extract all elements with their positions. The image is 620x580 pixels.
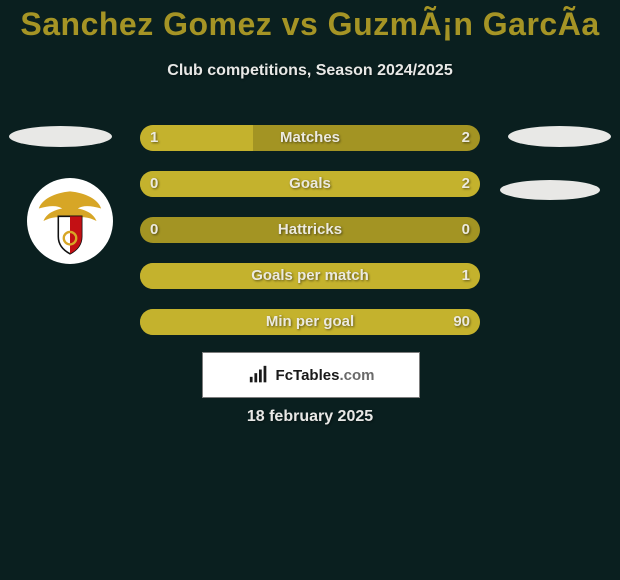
stat-row: 12Matches [140, 125, 480, 151]
stat-value-left: 0 [150, 217, 158, 243]
stat-label: Hattricks [140, 217, 480, 243]
stat-fill-right [140, 263, 480, 289]
page-subtitle: Club competitions, Season 2024/2025 [0, 62, 620, 80]
stats-bars: 12Matches02Goals00Hattricks1Goals per ma… [140, 125, 480, 355]
stat-value-right: 90 [453, 309, 470, 335]
club-crest-icon [31, 182, 109, 260]
stat-row: 90Min per goal [140, 309, 480, 335]
logo-text: FcTables.com [276, 367, 375, 384]
stat-value-right: 2 [462, 125, 470, 151]
date-label: 18 february 2025 [0, 408, 620, 426]
right-club-badge [500, 180, 600, 200]
stat-value-left: 0 [150, 171, 158, 197]
fctables-logo: FcTables.com [202, 352, 420, 398]
stat-value-right: 1 [462, 263, 470, 289]
stat-fill-right [140, 171, 480, 197]
stat-row: 1Goals per match [140, 263, 480, 289]
stat-value-right: 0 [462, 217, 470, 243]
stat-row: 0 0Hattricks [140, 217, 480, 243]
stat-row: 02Goals [140, 171, 480, 197]
chart-bars-icon [248, 364, 270, 386]
stat-value-left: 1 [150, 125, 158, 151]
stat-value-right: 2 [462, 171, 470, 197]
stat-fill-right [140, 309, 480, 335]
page-title: Sanchez Gomez vs GuzmÃ¡n GarcÃ­a [0, 6, 620, 43]
left-club-badge [27, 178, 113, 264]
right-player-photo [508, 126, 611, 147]
left-player-photo [9, 126, 112, 147]
